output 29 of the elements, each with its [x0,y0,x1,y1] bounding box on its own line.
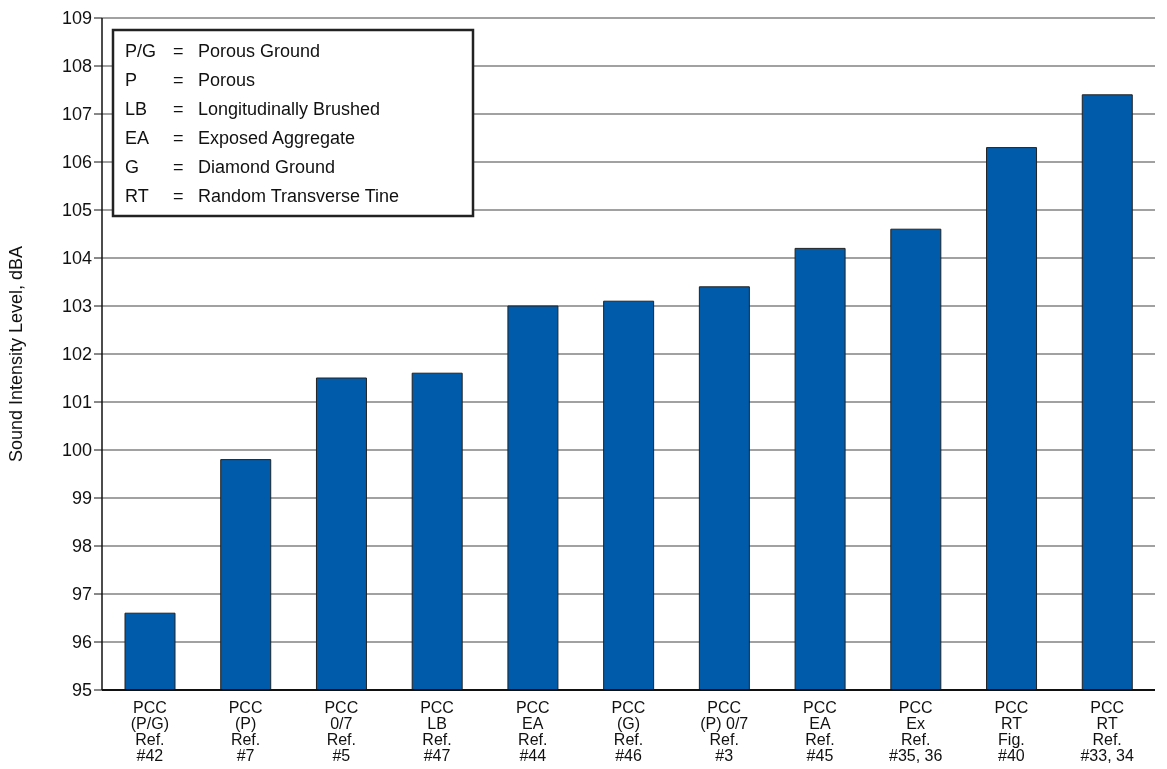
x-tick-label: PCC EA Ref. #44 [515,699,550,764]
y-tick-label: 107 [61,104,92,125]
y-tick-label: 105 [61,200,92,221]
x-tick-label: PCC RT Fig. #40 [994,699,1029,764]
x-tick-label: PCC (P) Ref. #7 [228,699,263,764]
y-tick-label: 104 [61,248,92,269]
y-tick-label: 97 [71,584,92,605]
x-tick-label: PCC Ex Ref. #35, 36 [888,699,943,764]
y-tick-label: 109 [61,8,92,29]
y-tick-label: 100 [61,440,92,461]
x-tick-label: PCC RT Ref. #33, 34 [1080,699,1134,764]
annotation: P/G = Porous Ground [125,41,321,61]
y-tick-label: 99 [71,488,92,509]
y-axis-title: Sound Intensity Level, dBA [6,245,27,463]
x-tick-label: PCC EA Ref. #45 [803,699,837,764]
y-tick-label: 98 [71,536,92,557]
abbreviation-key: P/G = Porous Ground P = Porous LB = Longitudinally Brushed EA = Exposed Aggregate G = Diamond Ground RT = Random Transverse Tine [111,28,475,218]
x-tick-label: PCC (P/G) Ref. #42 [130,699,169,764]
y-tick-label: 102 [61,344,92,365]
x-tick-label: PCC (G) Ref. #46 [611,699,646,764]
y-tick-label: 96 [71,632,92,653]
x-tick-label: PCC 0/7 Ref. #5 [324,699,359,764]
y-tick-label: 101 [61,392,92,413]
y-tick-label: 95 [71,680,92,701]
x-tick-label: PCC LB Ref. #47 [420,699,454,764]
y-tick-label: 106 [61,152,92,173]
y-tick-label: 103 [61,296,92,317]
x-tick-label: PCC (P) 0/7 Ref. #3 [700,699,749,764]
y-tick-label: 108 [61,56,92,77]
